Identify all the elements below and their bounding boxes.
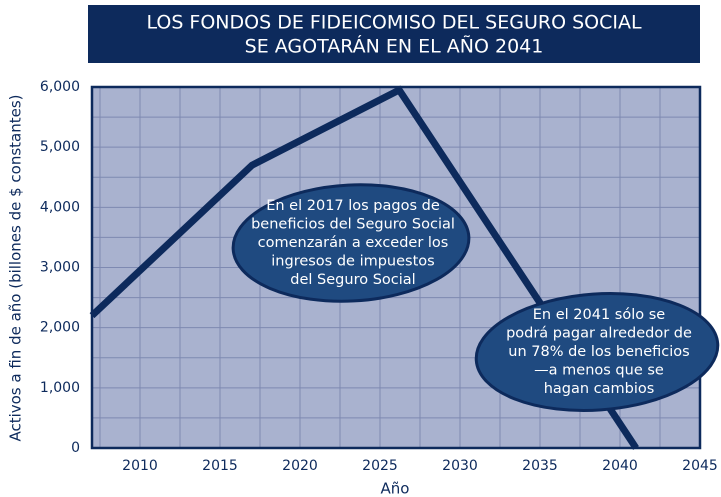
x-tick-label: 2035 [522,458,558,474]
annotation: En el 2041 sólo se podrá pagar alrededor … [474,292,720,412]
x-tick-label: 2025 [362,458,398,474]
x-tick-label: 2015 [202,458,238,474]
annotation: En el 2017 los pagos de beneficios del Se… [231,183,471,303]
y-tick-label: 1,000 [40,380,80,396]
annotation-text: hagan cambios [544,381,655,397]
annotation-text: —a menos que se [534,363,664,379]
annotation-text: comenzarán a exceder los [258,235,449,251]
chart-title: SE AGOTARÁN EN EL AÑO 2041 [245,35,544,58]
annotation-text: ingresos de impuestos [271,254,434,270]
x-tick-label: 2040 [602,458,638,474]
data-line [89,85,639,450]
y-tick-label: 5,000 [40,139,80,155]
x-tick-label: 2010 [122,458,158,474]
y-tick-label: 4,000 [40,199,80,215]
annotation-text: beneficios del Seguro Social [251,217,455,233]
x-tick-label: 2045 [682,458,718,474]
annotation-text: En el 2017 los pagos de [266,198,440,214]
y-tick-label: 3,000 [40,260,80,276]
y-tick-label: 6,000 [40,79,80,95]
chart-title: LOS FONDOS DE FIDEICOMISO DEL SEGURO SOC… [146,12,642,34]
annotation-text: En el 2041 sólo se [533,307,666,323]
annotation-text: un 78% de los beneficios [508,344,689,360]
x-tick-label: 2020 [282,458,318,474]
annotation-text: del Seguro Social [290,272,415,288]
title-box [88,5,700,63]
annotation-bubble [231,183,471,303]
x-tick-label: 2030 [442,458,478,474]
y-tick-label: 2,000 [40,320,80,336]
annotation-text: podrá pagar alrededor de [506,326,692,342]
y-axis-label: Activos a fin de año (billones de $ cons… [7,94,25,441]
x-axis-label: Año [381,480,410,497]
y-tick-label: 0 [71,440,80,456]
plot-border [90,85,702,450]
annotation-bubble [474,292,720,412]
